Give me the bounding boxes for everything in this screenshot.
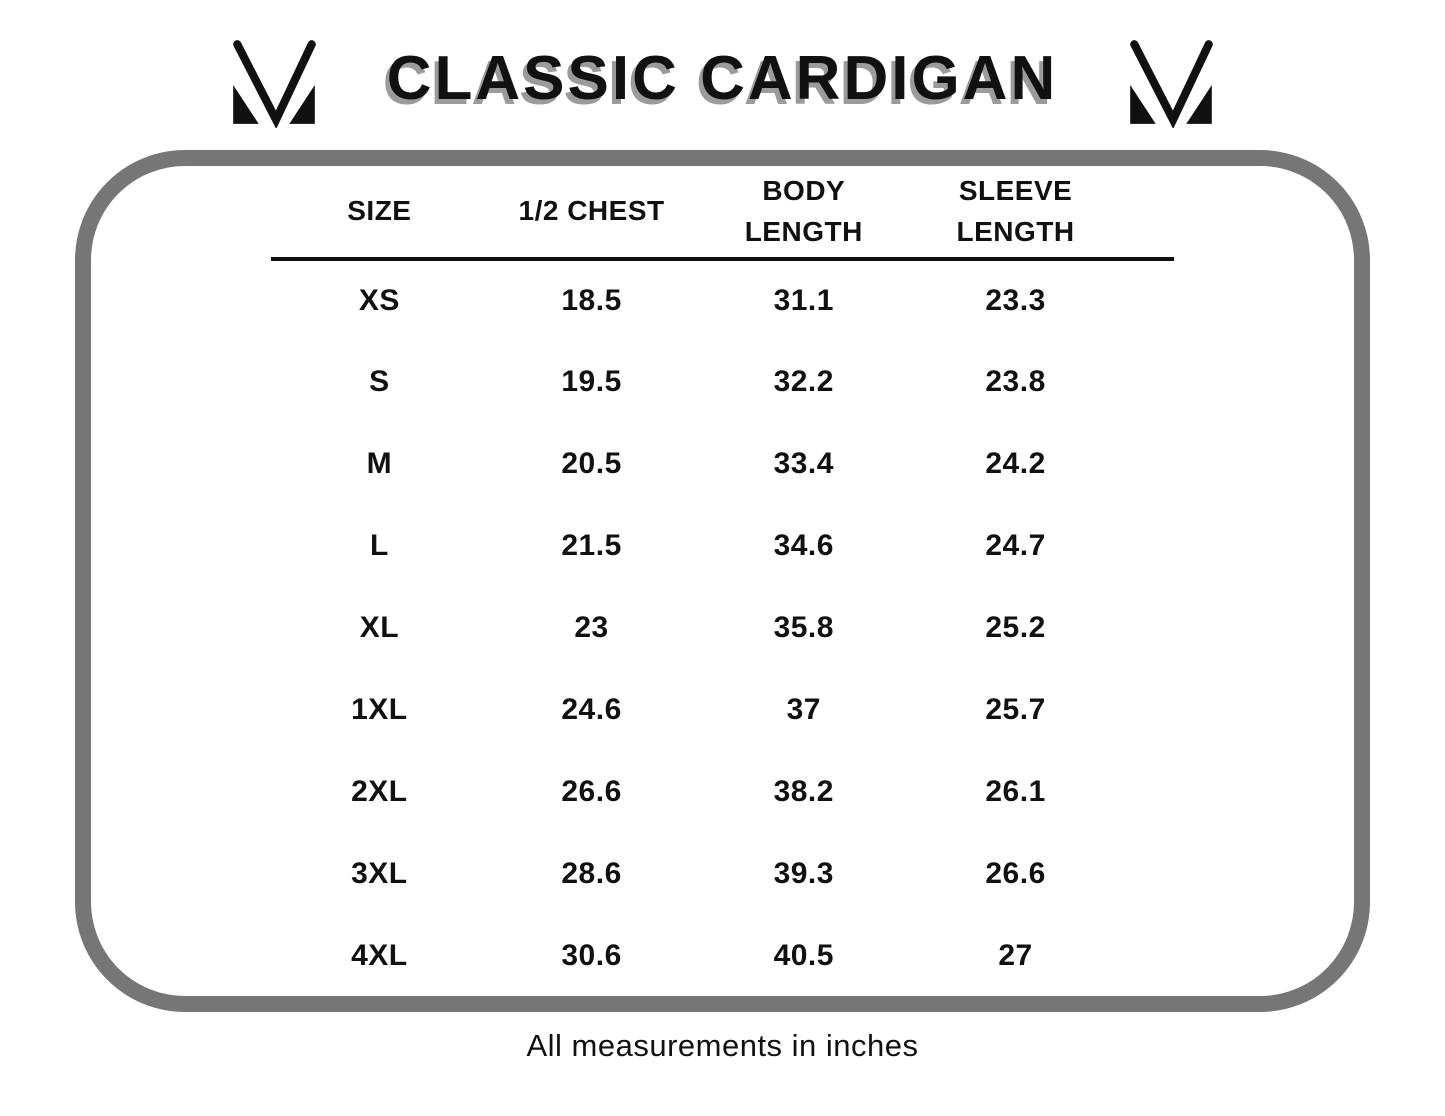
half-chest-cell: 21.5	[561, 529, 622, 562]
sleeve-length-cell: 23.3	[985, 284, 1046, 317]
body-length-cell: 39.3	[773, 857, 834, 890]
size-table-body: XS 18.5 31.1 23.3 S 19.5 32.2 23.8 M 20.…	[271, 259, 1174, 996]
header-body-length: BODY LENGTH	[695, 166, 913, 261]
sleeve-length-cell: 26.1	[985, 775, 1046, 808]
table-row: XS 18.5 31.1 23.3	[271, 259, 1174, 341]
header-row: SIZE 1/2 CHEST BODY LENGTH SLEEVE LENGTH	[271, 166, 1174, 261]
sleeve-length-cell: 25.7	[985, 693, 1046, 726]
half-chest-cell: 28.6	[561, 857, 622, 890]
header-sleeve-length: SLEEVE LENGTH	[912, 166, 1174, 261]
size-cell: M	[366, 447, 393, 480]
size-cell: 1XL	[351, 693, 408, 726]
brand-monogram-icon	[232, 40, 316, 128]
half-chest-cell: 18.5	[561, 284, 622, 317]
header: CLASSIC CARDIGAN	[0, 0, 1445, 150]
size-cell: XL	[359, 611, 400, 644]
header-body-length-line2: LENGTH	[744, 215, 863, 247]
size-cell: 4XL	[351, 939, 408, 972]
body-length-cell: 38.2	[773, 775, 834, 808]
sleeve-length-cell: 24.7	[985, 529, 1046, 562]
header-half-chest: 1/2 CHEST	[487, 166, 696, 261]
half-chest-cell: 20.5	[561, 447, 622, 480]
half-chest-cell: 26.6	[561, 775, 622, 808]
half-chest-cell: 30.6	[561, 939, 622, 972]
header-size: SIZE	[271, 166, 488, 261]
size-cell: 3XL	[351, 857, 408, 890]
half-chest-cell: 23	[574, 611, 609, 644]
brand-monogram-icon	[1130, 40, 1214, 128]
sleeve-length-cell: 27	[998, 939, 1033, 972]
table-row: 1XL 24.6 37 25.7	[271, 669, 1174, 751]
measurement-unit-note: All measurements in inches	[526, 1028, 919, 1063]
body-length-cell: 34.6	[773, 529, 834, 562]
body-length-cell: 31.1	[773, 284, 834, 317]
table-row: 2XL 26.6 38.2 26.1	[271, 751, 1174, 833]
size-cell: S	[369, 365, 390, 398]
header-body-length-line1: BODY	[762, 174, 846, 206]
header-sleeve-length-line2: LENGTH	[956, 215, 1075, 247]
sleeve-length-cell: 24.2	[985, 447, 1046, 480]
sleeve-length-cell: 23.8	[985, 365, 1046, 398]
table-row: M 20.5 33.4 24.2	[271, 423, 1174, 505]
page-title: CLASSIC CARDIGAN	[386, 44, 1059, 113]
sleeve-length-cell: 25.2	[985, 611, 1046, 644]
size-table: SIZE 1/2 CHEST BODY LENGTH SLEEVE LENGTH	[271, 166, 1174, 996]
table-row: XL 23 35.8 25.2	[271, 587, 1174, 669]
size-table-header: SIZE 1/2 CHEST BODY LENGTH SLEEVE LENGTH	[271, 166, 1174, 261]
size-chart-panel: SIZE 1/2 CHEST BODY LENGTH SLEEVE LENGTH	[75, 150, 1370, 1012]
half-chest-cell: 24.6	[561, 693, 622, 726]
body-length-cell: 35.8	[773, 611, 834, 644]
body-length-cell: 37	[786, 693, 821, 726]
table-row: 3XL 28.6 39.3 26.6	[271, 833, 1174, 915]
half-chest-cell: 19.5	[561, 365, 622, 398]
body-length-cell: 32.2	[773, 365, 834, 398]
size-cell: L	[369, 529, 389, 562]
body-length-cell: 40.5	[773, 939, 834, 972]
header-sleeve-length-line1: SLEEVE	[958, 174, 1073, 206]
header-half-chest-line1: 1/2 CHEST	[518, 195, 665, 227]
sleeve-length-cell: 26.6	[985, 857, 1046, 890]
header-size-line1: SIZE	[347, 195, 412, 227]
table-row: L 21.5 34.6 24.7	[271, 505, 1174, 587]
size-cell: XS	[358, 284, 400, 317]
table-row: 4XL 30.6 40.5 27	[271, 915, 1174, 996]
body-length-cell: 33.4	[773, 447, 834, 480]
table-row: S 19.5 32.2 23.8	[271, 341, 1174, 423]
size-cell: 2XL	[351, 775, 408, 808]
